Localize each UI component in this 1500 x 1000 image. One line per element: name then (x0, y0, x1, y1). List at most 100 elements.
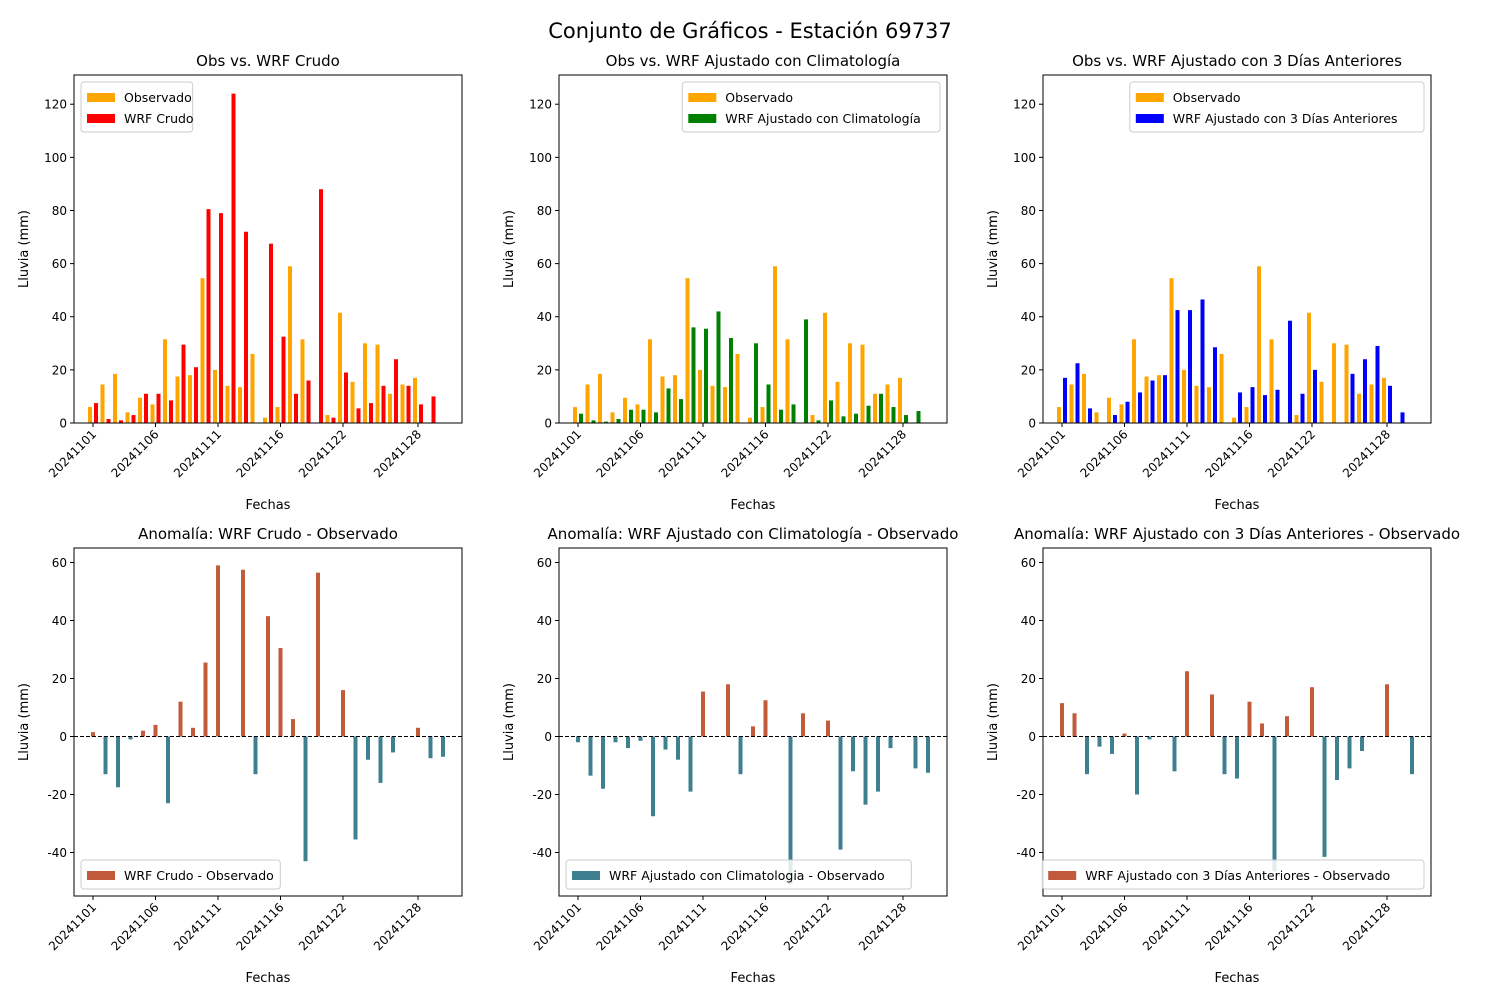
legend-swatch (688, 114, 717, 123)
anomaly-bar (613, 736, 618, 743)
plot-frame (558, 547, 948, 897)
plot-frame (73, 74, 463, 424)
x-tick-label: 20241101 (46, 900, 99, 953)
y-tick-label: 20 (1021, 363, 1036, 377)
x-axis-label: Fechas (246, 498, 291, 513)
bar-observed (1094, 412, 1099, 423)
y-tick-label: 40 (537, 614, 552, 628)
bar-observed (275, 407, 280, 423)
bar-observed (263, 417, 267, 423)
anomaly-bar (626, 736, 630, 749)
x-tick-label: 20241101 (1015, 427, 1068, 480)
legend-box (80, 859, 281, 890)
anomaly-bar (676, 736, 680, 760)
y-tick-label: 0 (1028, 730, 1036, 744)
bar-observed (88, 407, 92, 423)
bar-observed (1069, 384, 1074, 423)
bar-forecast (356, 408, 361, 423)
bar-observed (250, 353, 255, 423)
bar-forecast (1238, 392, 1242, 423)
bar-observed (225, 385, 230, 423)
x-tick-label: 20241106 (1078, 427, 1131, 480)
bar-forecast (1363, 359, 1367, 423)
anomaly-bar (116, 736, 120, 788)
bar-observed (1219, 353, 1224, 423)
anomaly-bar (391, 736, 395, 753)
bar-forecast (1213, 347, 1217, 423)
x-tick-label: 20241122 (1265, 900, 1318, 953)
anomaly-bar (1172, 736, 1177, 772)
anomaly-bar (826, 720, 830, 737)
anomaly-bar (1310, 687, 1314, 737)
x-tick-label: 20241116 (719, 427, 772, 480)
bar-observed (735, 353, 740, 423)
legend: WRF Ajustado con Climatologia - Observad… (565, 859, 912, 890)
bar-forecast (281, 336, 286, 423)
bar-forecast (269, 243, 273, 423)
y-tick-label: -40 (47, 846, 67, 860)
x-tick-label: 20241122 (296, 427, 349, 480)
bar-forecast (1188, 310, 1192, 423)
bar-forecast (1350, 373, 1355, 423)
bar-observed (1357, 393, 1361, 423)
bar-observed (723, 387, 727, 423)
legend-swatch (688, 93, 717, 102)
bar-observed (1257, 266, 1261, 423)
y-axis-label: Lluvia (mm) (986, 210, 1001, 288)
bar-forecast (319, 189, 323, 423)
bar-forecast (1125, 401, 1130, 423)
bar-observed (1132, 339, 1136, 423)
x-tick-label: 20241116 (719, 900, 772, 953)
bar-observed (598, 373, 602, 423)
y-tick-label: -20 (47, 788, 67, 802)
bar-observed (213, 369, 217, 423)
bar-observed (413, 377, 417, 423)
bar-forecast (1275, 389, 1280, 423)
x-tick-label: 20241116 (234, 900, 287, 953)
bar-observed (1144, 376, 1149, 423)
y-tick-label: 20 (537, 363, 552, 377)
y-tick-label: 40 (537, 310, 552, 324)
y-tick-label: 120 (1013, 98, 1036, 112)
chart-title: Anomalía: WRF Ajustado con Climatología … (548, 525, 959, 543)
bar-observed (375, 344, 380, 423)
anomaly-bar (1147, 736, 1152, 740)
x-tick-label: 20241111 (171, 427, 224, 480)
x-axis-label: Fechas (1215, 498, 1260, 513)
y-tick-label: 60 (52, 257, 67, 271)
bar-forecast (804, 319, 808, 423)
bar-observed (860, 344, 865, 423)
x-tick-label: 20241111 (656, 427, 709, 480)
anomaly-bar (153, 724, 158, 737)
bar-observed (1169, 278, 1174, 423)
bar-observed (1107, 397, 1111, 423)
bar-forecast (344, 372, 348, 423)
legend-swatch (572, 871, 600, 880)
anomaly-bar (353, 736, 358, 840)
x-tick-label: 20241122 (781, 900, 834, 953)
anomaly-bar (1247, 701, 1252, 737)
anomaly-bar (241, 569, 245, 737)
anomaly-bar (1235, 736, 1239, 779)
bar-forecast (1400, 412, 1405, 423)
bar-observed (623, 397, 627, 423)
anomaly-bar (253, 736, 258, 775)
bar-forecast (1175, 310, 1180, 423)
bar-observed (150, 404, 155, 423)
anomaly-bar (1272, 736, 1277, 872)
bar-forecast (244, 231, 248, 423)
anomaly-bar (851, 736, 855, 772)
bar-observed (698, 369, 702, 423)
bar-observed (1157, 375, 1161, 423)
x-tick-label: 20241101 (531, 900, 584, 953)
x-tick-label: 20241128 (1340, 427, 1393, 480)
anomaly-bar (341, 690, 345, 737)
anomaly-bar (913, 736, 918, 769)
legend-label: WRF Crudo - Observado (124, 868, 274, 883)
bar-forecast (766, 384, 771, 423)
anomaly-bar (1222, 736, 1227, 775)
bar-forecast (106, 419, 111, 423)
bar-forecast (779, 409, 783, 423)
anomaly-bar (103, 736, 108, 775)
